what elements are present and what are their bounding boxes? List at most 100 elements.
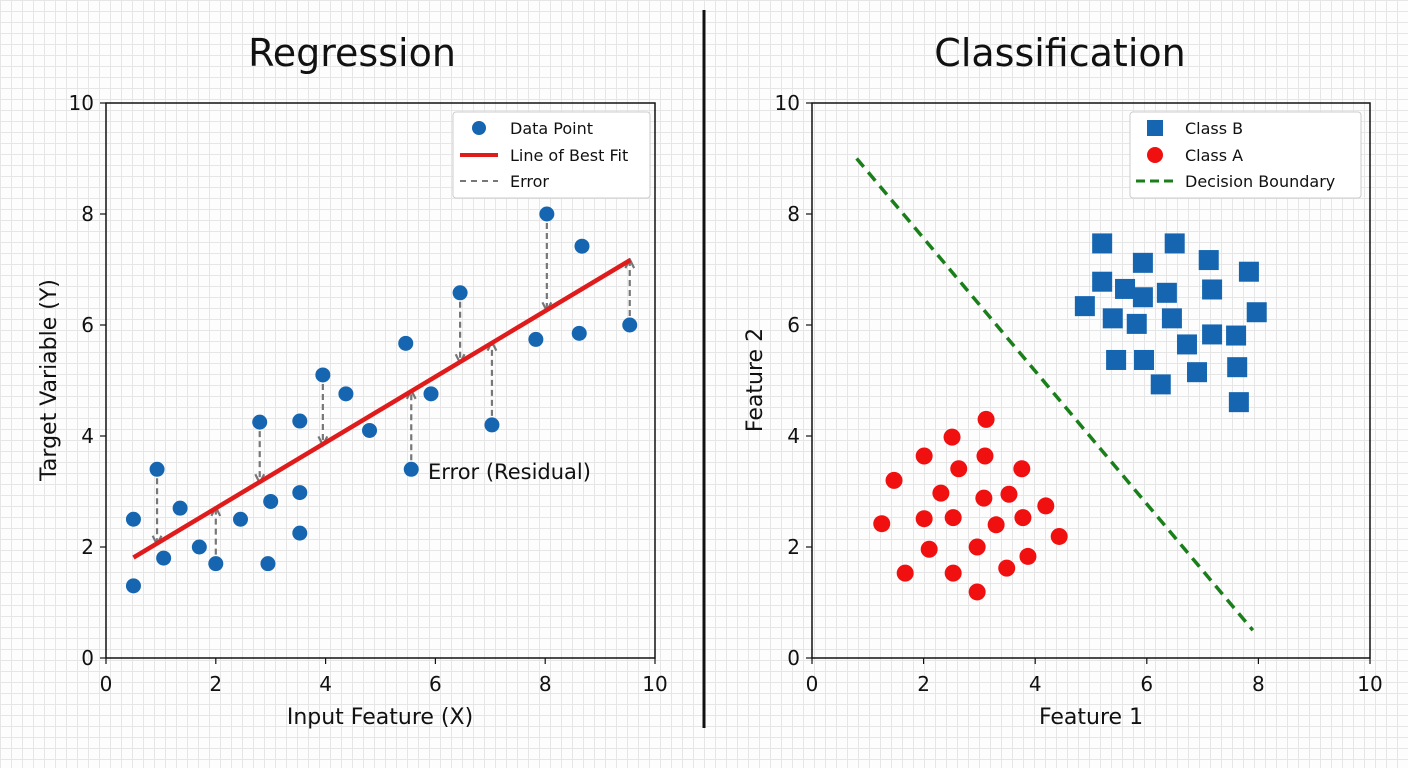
class-b-point [1227,357,1248,378]
class-a-point [873,515,891,533]
regression-title: Regression [248,31,456,75]
y-tick-label: 4 [81,424,94,448]
class-b-point [1115,278,1136,299]
data-point [362,422,378,438]
data-point [172,500,188,516]
data-point [292,525,308,541]
classification-title: Classification [934,31,1185,75]
class-a-point [943,428,961,446]
class-b-point [1161,308,1182,329]
class-a-point [896,564,914,582]
data-point [208,556,224,572]
x-tick-label: 10 [642,672,667,696]
regression-marks [125,206,638,594]
data-point [403,461,419,477]
class-a-point [968,538,986,556]
y-tick-label: 0 [787,646,800,670]
decision-boundary [855,157,1255,632]
x-tick-label: 4 [319,672,332,696]
class-b-point [1092,233,1113,254]
legend-marker-data-point [472,121,486,135]
data-point [292,413,308,429]
regression-plot-area [105,102,656,659]
class-b-point [1102,308,1123,329]
class-b-point [1198,250,1219,271]
data-point [252,414,268,430]
class-a-point [1050,527,1068,545]
class-b-point [1126,313,1147,334]
class-b-point [1156,282,1177,303]
classification-x-axis-label: Feature 1 [1039,705,1143,730]
x-tick-label: 2 [209,672,222,696]
class-a-point [1037,497,1055,515]
legend-marker-class-a [1147,147,1163,163]
data-point [528,331,544,347]
legend-marker-class-b [1147,120,1163,136]
class-b-point [1134,349,1155,370]
classification-y-axis-label: Feature 2 [743,328,768,432]
data-point [263,493,279,509]
data-point [539,206,555,222]
data-point [125,578,141,594]
y-tick-label: 10 [69,91,94,115]
data-point [292,485,308,501]
regression-panel: Regression Input Feature (X) Target Vari… [37,31,668,730]
legend-frame [1129,111,1362,199]
legend-frame [452,111,651,199]
class-a-point [950,460,968,478]
class-a-point [920,540,938,558]
class-b-point [1176,334,1197,355]
class-a-point [987,516,1005,534]
y-tick-label: 2 [81,535,94,559]
class-b-point [1106,349,1127,370]
x-tick-label: 4 [1029,672,1042,696]
class-b-point [1164,233,1185,254]
class-a-point [885,471,903,489]
data-point [622,317,638,333]
x-tick-label: 10 [1357,672,1382,696]
class-b-point [1228,392,1249,413]
legend-label-class-a: Class A [1185,146,1243,165]
class-b-point [1092,271,1113,292]
class-b-point [1246,302,1267,323]
data-point [398,335,414,351]
legend-label-class-b: Class B [1185,119,1243,138]
data-point [338,386,354,402]
y-tick-label: 0 [81,646,94,670]
data-point [574,238,590,254]
data-point [156,550,172,566]
class-b-point [1226,325,1247,346]
class-a-point [915,447,933,465]
classification-plot-area [811,102,1371,659]
residual-annotation: Error (Residual) [428,460,591,484]
data-point [484,417,500,433]
data-point [452,285,468,301]
class-b-point [1132,252,1153,273]
legend-label-data-point: Data Point [510,119,593,138]
class-b-point [1202,279,1223,300]
x-tick-label: 8 [1252,672,1265,696]
x-tick-label: 0 [100,672,113,696]
class-a-point [998,559,1016,577]
class-a-point [1000,485,1018,503]
x-tick-label: 0 [806,672,819,696]
class-b-point [1238,261,1259,282]
y-tick-label: 2 [787,535,800,559]
class-a-point [977,410,995,428]
data-point [149,461,165,477]
regression-x-axis-label: Input Feature (X) [287,705,473,730]
data-point [191,539,207,555]
class-a-point [1014,509,1032,527]
data-point [423,386,439,402]
data-point [125,511,141,527]
regression-legend: Data Point Line of Best Fit Error [452,111,651,199]
class-a-point [1013,460,1031,478]
x-tick-label: 2 [917,672,930,696]
x-tick-label: 8 [539,672,552,696]
legend-label-error: Error [510,172,549,191]
y-tick-label: 6 [81,313,94,337]
class-a-point [932,484,950,502]
class-b-point [1187,362,1208,383]
y-tick-label: 8 [81,202,94,226]
